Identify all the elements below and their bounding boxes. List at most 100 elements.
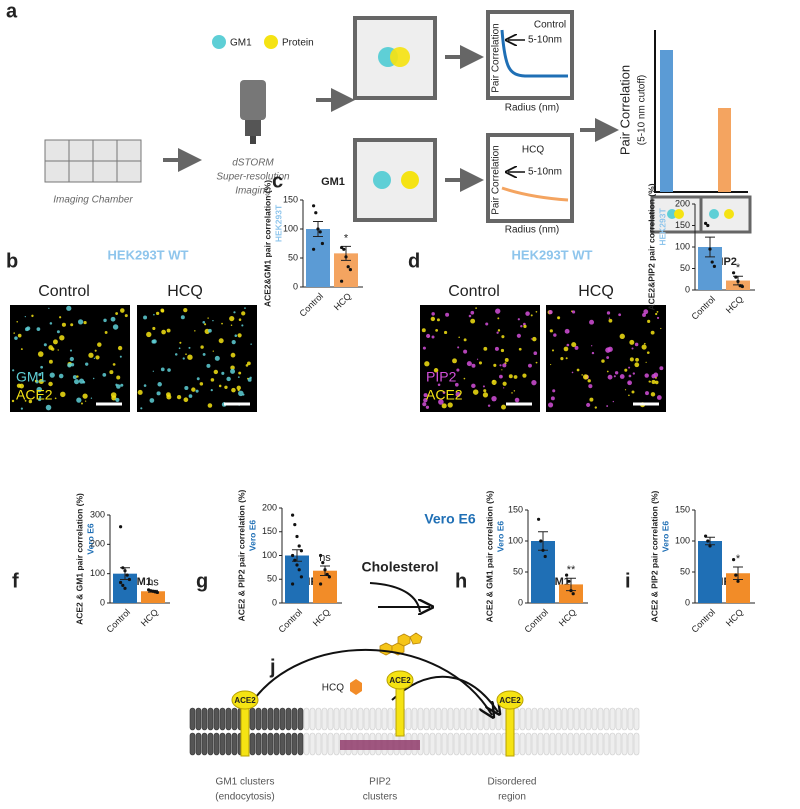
micrograph-spot bbox=[650, 392, 656, 397]
protein-dot bbox=[390, 47, 410, 67]
data-point bbox=[708, 247, 712, 251]
micrograph-spot bbox=[527, 363, 532, 368]
data-point bbox=[706, 223, 710, 228]
micrograph-spot bbox=[618, 313, 622, 317]
y-tick-label: 200 bbox=[90, 539, 105, 549]
lipid bbox=[231, 707, 238, 731]
micrograph-spot bbox=[236, 385, 241, 391]
data-point bbox=[708, 544, 712, 548]
micrograph-spot bbox=[116, 375, 121, 380]
axis-label: Pair Correlation bbox=[617, 65, 632, 155]
micrograph-spot bbox=[36, 386, 42, 393]
data-point bbox=[297, 568, 301, 572]
micrograph-spot bbox=[140, 407, 143, 410]
micrograph-spot bbox=[231, 340, 236, 345]
micrograph-spot bbox=[119, 355, 122, 358]
micrograph-spot bbox=[70, 323, 74, 327]
micrograph-spot bbox=[202, 352, 206, 356]
data-point bbox=[340, 279, 344, 283]
lipid-label: Cholesterol bbox=[361, 559, 438, 575]
lipid bbox=[465, 707, 472, 731]
micrograph-spot bbox=[572, 310, 576, 314]
micrograph-spot bbox=[499, 374, 503, 379]
micrograph-spot bbox=[237, 376, 240, 378]
protein-label: ACE2 bbox=[499, 696, 521, 705]
arrow bbox=[369, 582, 430, 612]
micrograph-spot bbox=[242, 393, 245, 396]
lipid bbox=[627, 732, 634, 756]
micrograph-spot bbox=[37, 397, 42, 402]
sample-box bbox=[353, 138, 437, 222]
ace2-stem bbox=[240, 707, 250, 757]
x-tick-label: Control bbox=[690, 294, 718, 322]
data-point bbox=[121, 566, 125, 570]
lipid bbox=[597, 732, 604, 756]
micrograph-spot bbox=[645, 391, 649, 396]
micrograph-spot bbox=[24, 399, 27, 402]
micrograph-spot bbox=[614, 371, 619, 375]
schematic-bar bbox=[718, 108, 731, 192]
lipid bbox=[579, 732, 586, 756]
micrograph-spot bbox=[19, 383, 24, 389]
lipid bbox=[531, 707, 538, 731]
micrograph-spot bbox=[76, 397, 82, 403]
y-tick-label: 50 bbox=[513, 566, 523, 576]
data-point bbox=[318, 230, 322, 234]
lipid bbox=[549, 707, 556, 731]
micrograph-spot bbox=[48, 381, 53, 387]
lipid bbox=[297, 707, 304, 731]
data-point bbox=[319, 582, 323, 586]
micrograph-spot bbox=[650, 330, 655, 335]
micrograph bbox=[420, 305, 540, 412]
data-point bbox=[569, 589, 573, 593]
schematic-bar bbox=[660, 50, 673, 192]
lipid bbox=[495, 732, 502, 756]
micrograph-spot bbox=[495, 308, 501, 314]
data-point bbox=[346, 265, 350, 269]
data-point bbox=[539, 539, 543, 543]
micrograph-spot bbox=[463, 349, 468, 354]
axis bbox=[654, 30, 748, 193]
micrograph-spot bbox=[502, 381, 507, 386]
micrograph-spot bbox=[475, 307, 477, 309]
gm1-dot bbox=[373, 171, 391, 189]
micrograph-spot bbox=[437, 383, 441, 387]
micrograph-spot bbox=[422, 346, 426, 350]
micrograph-spot bbox=[191, 387, 196, 392]
micrograph-spot bbox=[634, 342, 639, 347]
y-axis-label: ACE2&GM1 pair correlation (%) bbox=[262, 180, 272, 307]
micrograph-spot bbox=[112, 363, 116, 366]
y-tick-label: 150 bbox=[508, 504, 523, 514]
micrograph-spot bbox=[571, 371, 574, 374]
micrograph-spot bbox=[160, 308, 165, 313]
data-point bbox=[123, 569, 127, 573]
micrograph-spot bbox=[109, 370, 114, 375]
micrograph-spot bbox=[183, 308, 188, 313]
micrograph-spot bbox=[183, 397, 189, 403]
micrograph-spot bbox=[468, 314, 472, 318]
micrograph-spot bbox=[612, 400, 614, 403]
micrograph-spot bbox=[631, 390, 635, 394]
micrograph-spot bbox=[167, 368, 171, 372]
micrograph-spot bbox=[649, 381, 652, 383]
micrograph-spot bbox=[214, 355, 220, 361]
condition-label: HCQ bbox=[167, 283, 203, 300]
micrograph-spot bbox=[149, 398, 155, 403]
micrograph-spot bbox=[207, 317, 209, 319]
micrograph-spot bbox=[195, 389, 199, 393]
y-tick-label: 100 bbox=[508, 535, 523, 545]
micrograph-spot bbox=[143, 384, 147, 387]
panel-letter: d bbox=[408, 250, 420, 272]
lipid bbox=[555, 732, 562, 756]
panel-letter: f bbox=[12, 570, 19, 592]
distance-label: 5-10nm bbox=[528, 167, 562, 178]
micrograph-spot bbox=[38, 373, 42, 377]
micrograph-spot bbox=[607, 374, 613, 380]
micrograph-spot bbox=[421, 328, 426, 333]
lipid bbox=[615, 732, 622, 756]
data-point bbox=[320, 241, 324, 246]
micrograph-spot bbox=[50, 347, 55, 351]
y-tick-label: 300 bbox=[90, 509, 105, 519]
micrograph-spot bbox=[241, 324, 244, 327]
y-axis-label: Vero E6 bbox=[85, 523, 95, 554]
